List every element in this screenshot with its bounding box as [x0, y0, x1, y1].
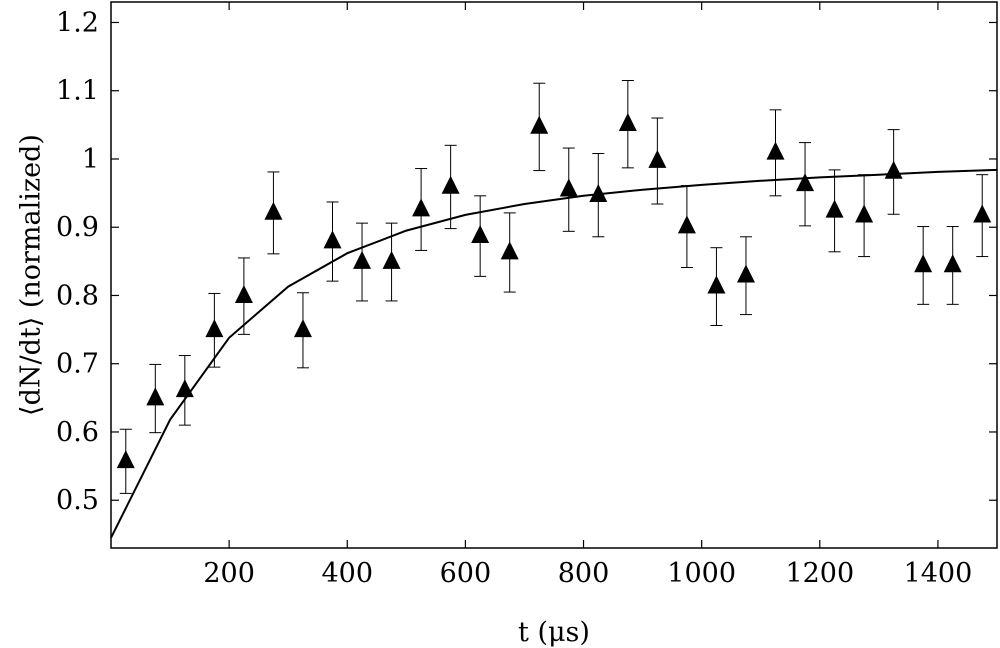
x-axis-label: t (μs)	[518, 617, 590, 648]
triangle-marker	[530, 115, 549, 134]
triangle-marker	[973, 204, 992, 223]
data-point	[618, 79, 637, 169]
data-point	[736, 236, 755, 316]
x-tick-label: 800	[558, 558, 610, 589]
triangle-marker	[677, 215, 696, 234]
data-point	[116, 428, 135, 494]
data-point	[353, 222, 372, 302]
triangle-marker	[146, 387, 165, 406]
y-tick-label: 0.6	[56, 417, 99, 448]
y-axis-label: ⟨dN/dt⟩ (normalized)	[15, 134, 46, 416]
triangle-marker	[293, 319, 312, 338]
x-tick-label: 400	[321, 558, 373, 589]
x-tick-label: 200	[203, 558, 255, 589]
triangle-marker	[353, 250, 372, 269]
triangle-marker	[175, 379, 194, 398]
plot-frame-rect	[110, 1, 998, 549]
triangle-marker	[884, 160, 903, 179]
triangle-marker	[736, 264, 755, 283]
triangle-marker	[855, 204, 874, 223]
x-tick-label: 600	[440, 558, 492, 589]
triangle-marker	[825, 199, 844, 218]
y-tick-label: 0.7	[56, 349, 99, 380]
data-point	[825, 169, 844, 253]
data-point	[500, 212, 519, 293]
data-point	[264, 171, 283, 255]
data-point	[855, 174, 874, 258]
plot-frame	[110, 1, 998, 549]
data-point	[943, 226, 962, 305]
y-tick-label: 0.9	[56, 212, 99, 243]
data-point	[677, 185, 696, 268]
x-tick-label: 1400	[904, 558, 973, 589]
x-tick-label: 1000	[667, 558, 736, 589]
data-point	[146, 363, 165, 434]
data-point	[205, 292, 224, 368]
data-point	[234, 257, 253, 335]
triangle-marker	[205, 319, 224, 338]
y-tick-label: 1.2	[56, 7, 99, 38]
y-tick-label: 1.1	[56, 76, 99, 107]
triangle-marker	[264, 201, 283, 220]
data-points-group	[116, 79, 992, 494]
triangle-marker	[382, 250, 401, 269]
data-point	[175, 355, 194, 426]
data-point	[293, 292, 312, 369]
triangle-marker	[559, 178, 578, 197]
triangle-marker	[648, 149, 667, 168]
data-point	[471, 195, 490, 277]
triangle-marker	[589, 183, 608, 202]
y-axis: 0.5 0.6 0.7 0.8 0.9 1 1.1 1.2	[56, 7, 997, 516]
data-point	[412, 168, 431, 251]
y-tick-label: 1	[82, 144, 99, 175]
y-tick-label: 0.8	[56, 280, 99, 311]
triangle-marker	[323, 230, 342, 249]
data-point	[323, 201, 342, 282]
x-axis: 200 400 600 800 1000 1200 1400	[203, 2, 972, 589]
triangle-marker	[441, 175, 460, 194]
data-point	[530, 82, 549, 172]
triangle-marker	[796, 173, 815, 192]
data-point	[884, 129, 903, 215]
data-point	[914, 226, 933, 305]
data-point	[441, 144, 460, 230]
data-point	[707, 247, 726, 327]
triangle-marker	[471, 224, 490, 243]
triangle-marker	[116, 450, 135, 469]
data-point	[973, 174, 992, 258]
data-point	[766, 109, 785, 197]
y-tick-label: 0.5	[56, 485, 99, 516]
data-point	[559, 147, 578, 232]
fit-curve-group	[110, 168, 998, 539]
triangle-marker	[234, 284, 253, 303]
triangle-marker	[500, 241, 519, 260]
triangle-marker	[412, 198, 431, 217]
triangle-marker	[914, 254, 933, 273]
triangle-marker	[707, 275, 726, 294]
x-tick-label: 1200	[785, 558, 854, 589]
data-point	[648, 117, 667, 205]
data-point	[796, 142, 815, 227]
fit-curve	[110, 168, 998, 539]
triangle-marker	[766, 141, 785, 160]
data-point	[382, 222, 401, 302]
triangle-marker	[618, 113, 637, 132]
data-point	[589, 153, 608, 238]
triangle-marker	[943, 254, 962, 273]
